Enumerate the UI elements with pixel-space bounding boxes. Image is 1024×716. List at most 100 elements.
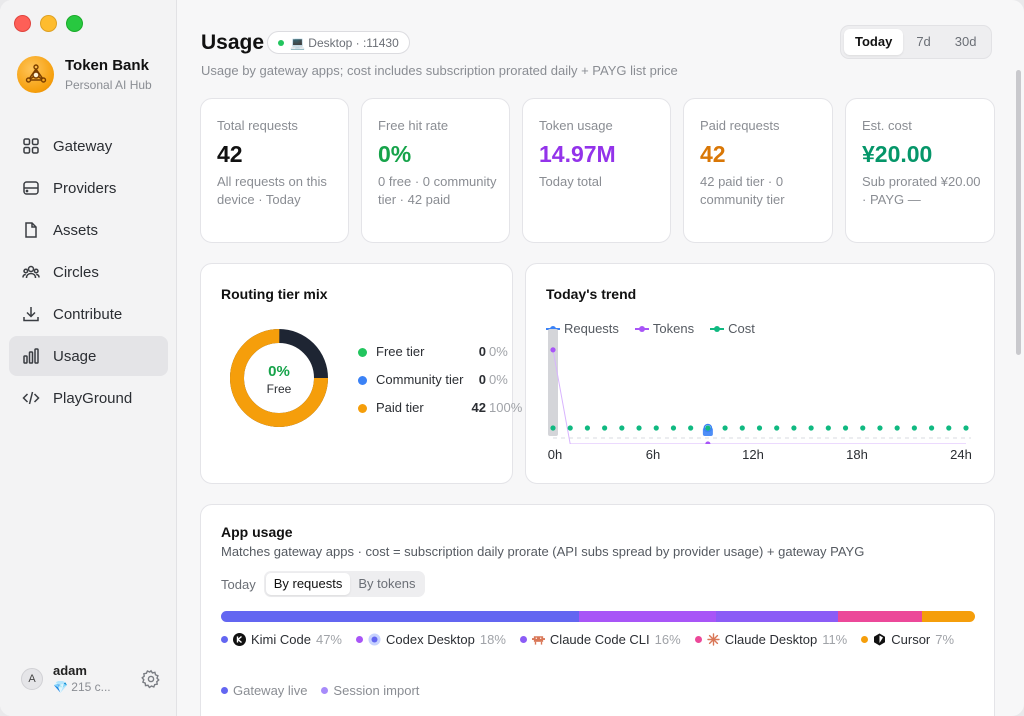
tier-legend-community: Community tier 0 0% — [358, 372, 518, 388]
legend-dot — [358, 404, 367, 413]
app-share-bar — [221, 611, 975, 622]
tier-name: Free tier — [376, 344, 425, 359]
stat-label: Paid requests — [700, 118, 780, 133]
bar-chart-icon — [23, 348, 39, 364]
user-name: adam — [53, 663, 87, 678]
people-icon — [22, 265, 40, 279]
cost-point — [636, 425, 642, 431]
legend-dot — [519, 635, 527, 643]
zoom-window-button[interactable] — [66, 15, 83, 32]
user-credits: 💎 215 c... — [53, 680, 111, 694]
tokens-point — [705, 441, 711, 444]
minimize-window-button[interactable] — [40, 15, 57, 32]
app-share-segment — [921, 611, 975, 622]
cost-point — [550, 425, 556, 431]
app-pct: 16% — [654, 631, 681, 647]
stat-label: Est. cost — [862, 118, 912, 133]
cost-point — [688, 425, 694, 431]
range-today-tab[interactable]: Today — [844, 29, 904, 55]
trend-card: Today's trend Requests Tokens Cost 0h 6h… — [525, 263, 995, 484]
server-icon — [23, 181, 39, 195]
routing-tier-card: Routing tier mix 0% Free Free tier 0 0% … — [200, 263, 522, 484]
app-share-segment — [837, 611, 922, 622]
data-source-legend: Gateway live Session import — [221, 683, 419, 698]
stat-value: 42 — [700, 141, 726, 167]
app-legend-claude-code-cli: Claude Code CLI 16% — [519, 631, 681, 647]
cost-point — [705, 425, 711, 431]
cost-point — [774, 425, 780, 431]
card-title: Today's trend — [546, 286, 637, 302]
tier-count: 42 — [471, 400, 486, 415]
source-gateway-live: Gateway live — [221, 683, 307, 698]
device-pill: 💻 Desktop · :11430 — [267, 31, 410, 54]
sidebar-item-providers[interactable]: Providers — [9, 168, 168, 208]
sidebar-item-playground[interactable]: PlayGround — [9, 378, 168, 418]
range-7d-tab[interactable]: 7d — [916, 34, 931, 49]
cost-point — [670, 425, 677, 431]
sidebar-item-label: Contribute — [53, 305, 123, 323]
cost-point — [602, 425, 608, 431]
stat-value: ¥20.00 — [862, 141, 933, 167]
device-label: 💻 Desktop · :11430 — [290, 35, 399, 50]
sidebar-item-label: Assets — [53, 221, 99, 239]
stat-desc: All requests on this device · Today — [217, 174, 327, 207]
by-requests-tab[interactable]: By requests — [265, 573, 351, 595]
legend-item-tokens[interactable]: Tokens — [634, 321, 694, 336]
stat-desc: Sub prorated ¥20.00 · PAYG — — [862, 174, 981, 207]
stat-card-free-hit-rate: Free hit rate 0% 0 free · 0 community ti… — [361, 98, 510, 243]
sidebar-item-assets[interactable]: Assets — [9, 210, 168, 250]
app-usage-subtitle: Matches gateway apps · cost = subscripti… — [221, 544, 865, 559]
sidebar-item-usage[interactable]: Usage — [9, 336, 168, 376]
gear-icon[interactable] — [141, 669, 161, 689]
stat-card-paid-requests: Paid requests 42 42 paid tier · 0 commun… — [683, 98, 833, 243]
brand: Token Bank Personal AI Hub — [17, 56, 152, 93]
sidebar-item-circles[interactable]: Circles — [9, 252, 168, 292]
close-window-button[interactable] — [14, 15, 31, 32]
app-pct: 11% — [822, 631, 848, 647]
app-share-segment — [221, 611, 579, 622]
cost-point — [842, 425, 849, 431]
app-name: Kimi Code — [251, 631, 311, 647]
cost-point — [739, 425, 745, 431]
tier-count: 0 — [478, 344, 486, 359]
by-tokens-tab[interactable]: By tokens — [358, 576, 416, 591]
cursor-icon — [873, 633, 886, 646]
legend-dot — [221, 687, 228, 694]
donut-center-value: 0% — [268, 363, 290, 380]
stat-desc: 0 free · 0 community tier · 42 paid — [378, 174, 497, 207]
tier-name: Community tier — [376, 372, 464, 387]
stat-card-token-usage: Token usage 14.97M Today total — [522, 98, 671, 243]
donut-segment-paid — [230, 329, 328, 427]
token-bank-logo-icon — [17, 56, 54, 93]
legend-item-requests[interactable]: Requests — [546, 321, 619, 336]
requests-bar — [548, 329, 558, 436]
range-30d-tab[interactable]: 30d — [954, 34, 977, 49]
app-pct: 7% — [935, 631, 955, 647]
legend-dot — [321, 687, 329, 694]
avatar: A — [21, 667, 43, 690]
cost-point — [928, 425, 935, 431]
tokens-point — [550, 347, 556, 353]
stat-label: Free hit rate — [378, 118, 449, 133]
sidebar-nav: Gateway Providers Assets Circles Contrib… — [9, 126, 168, 420]
sidebar-item-contribute[interactable]: Contribute — [9, 294, 168, 334]
metric-toggle: By requests By tokens — [263, 571, 426, 597]
cost-point — [567, 425, 573, 431]
vertical-scrollbar[interactable] — [1016, 70, 1021, 355]
app-pct: 18% — [479, 631, 506, 647]
claude-code-icon — [531, 633, 545, 646]
sidebar-item-label: PlayGround — [53, 389, 133, 407]
app-share-segment — [716, 611, 838, 622]
app-name: Claude Desktop — [724, 631, 818, 647]
window-controls — [14, 15, 83, 32]
cost-point — [756, 425, 763, 431]
cost-legend-icon — [710, 325, 725, 332]
app-legend-cursor: Cursor 7% — [861, 631, 954, 647]
cost-point — [911, 425, 917, 431]
code-icon — [22, 391, 40, 405]
user-profile[interactable]: A adam 💎 215 c... — [21, 663, 161, 694]
tier-pct: 0% — [489, 372, 508, 387]
sidebar-item-gateway[interactable]: Gateway — [9, 126, 168, 166]
legend-dot — [861, 635, 869, 643]
legend-item-cost[interactable]: Cost — [710, 321, 755, 336]
